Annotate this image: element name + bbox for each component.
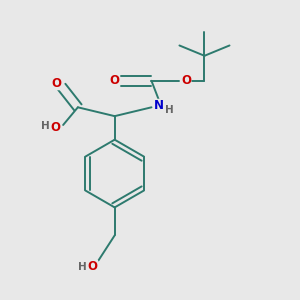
Text: H: H	[40, 122, 49, 131]
Text: N: N	[154, 99, 164, 112]
Text: H: H	[165, 105, 174, 115]
Text: O: O	[181, 74, 191, 87]
Text: O: O	[109, 74, 119, 87]
Text: H: H	[78, 262, 87, 272]
Text: O: O	[51, 121, 61, 134]
Text: O: O	[51, 77, 62, 90]
Text: O: O	[88, 260, 98, 273]
